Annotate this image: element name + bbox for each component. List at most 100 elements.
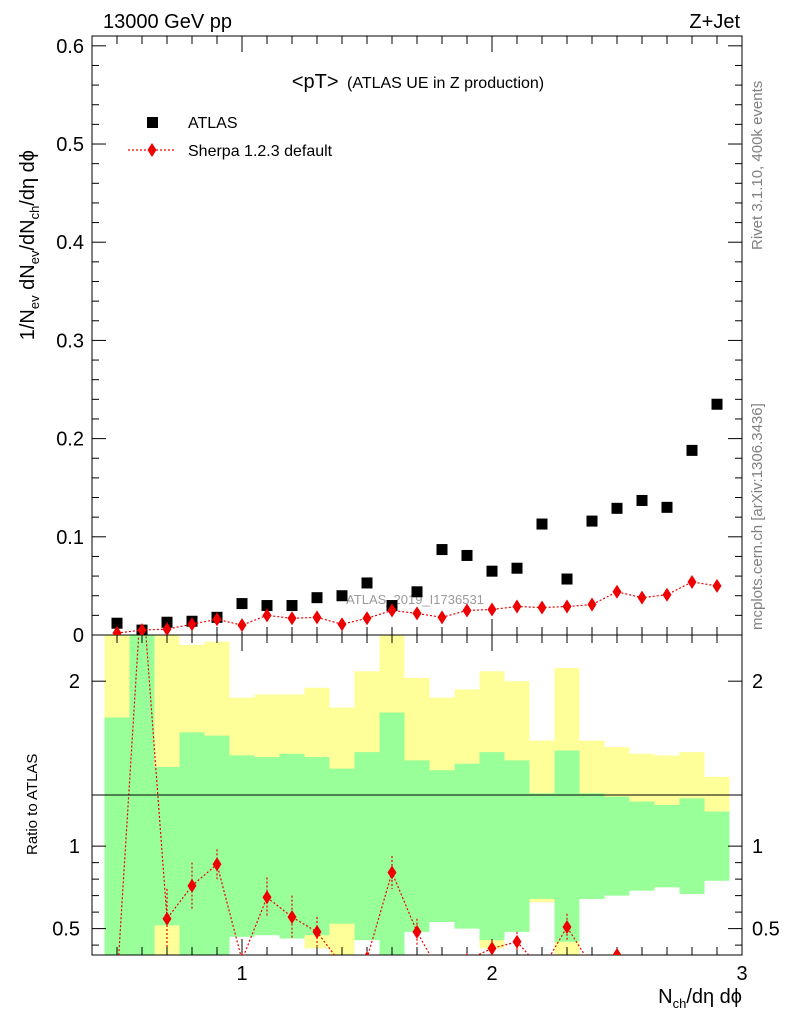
- atlas-data-point: [236, 598, 248, 610]
- sherpa-data-point: [162, 622, 172, 635]
- ratio-y-tick-label: 1: [69, 836, 80, 858]
- sherpa-data-point: [412, 606, 422, 621]
- ratio-sherpa-point: [162, 911, 172, 926]
- ratio-green-band-bin: [354, 752, 380, 941]
- sherpa-data-point: [637, 590, 647, 605]
- ratio-green-band-bin: [579, 793, 605, 899]
- legend-sherpa-label: Sherpa 1.2.3 default: [188, 143, 333, 160]
- ratio-sherpa-point: [412, 924, 422, 939]
- ratio-green-band-bin: [629, 801, 655, 891]
- sherpa-data-point: [237, 618, 247, 633]
- sherpa-data-point: [487, 602, 497, 617]
- atlas-data-point: [611, 502, 623, 514]
- x-axis-label: Nch/dη dϕ: [658, 986, 742, 1011]
- atlas-data-point: [486, 565, 498, 577]
- ratio-green-band-bin: [104, 717, 130, 955]
- sherpa-data-point: [562, 599, 572, 614]
- sherpa-data-point: [537, 600, 547, 615]
- atlas-data-point: [661, 501, 673, 513]
- atlas-data-point: [636, 494, 648, 506]
- ratio-sherpa-point: [465, 952, 469, 955]
- sherpa-data-point: [662, 587, 672, 602]
- ratio-sherpa-point: [287, 910, 297, 925]
- ratio-green-band-bin: [179, 732, 205, 955]
- ratio-green-band-bin: [404, 760, 430, 932]
- sherpa-data-point: [137, 623, 147, 635]
- legend-sherpa-marker: [147, 143, 157, 157]
- x-tick-label: 1: [236, 963, 247, 985]
- analysis-watermark: ATLAS_2019_I1736531: [346, 592, 484, 607]
- ratio-sherpa-point: [438, 969, 447, 983]
- ratio-sherpa-point: [512, 934, 522, 949]
- atlas-data-point: [336, 590, 348, 602]
- ratio-green-band-bin: [679, 798, 705, 894]
- atlas-data-point: [111, 617, 123, 629]
- ratio-sherpa-point: [312, 924, 322, 939]
- ratio-axis-ticks: 0.5 0.5 1 1 2 2 1 2 3: [52, 635, 780, 985]
- ratio-sherpa-point: [338, 958, 347, 972]
- ratio-green-band-bin: [254, 757, 280, 936]
- ratio-y-tick-label: 0.5: [52, 919, 80, 941]
- main-y-tick-label: 0.1: [56, 527, 84, 549]
- ratio-sherpa-point: [364, 951, 370, 955]
- mcplots-reference-label: mcplots.cern.ch [arXiv:1306.3436]: [749, 403, 766, 630]
- main-axis-ticks: 0 0.1 0.2 0.3 0.4 0.5 0.6: [56, 36, 742, 647]
- sherpa-data-point: [712, 578, 722, 593]
- atlas-data-point: [436, 544, 448, 556]
- ratio-sherpa-point: [138, 575, 147, 589]
- main-title-description: (ATLAS UE in Z production): [347, 75, 544, 92]
- ratio-green-band-bin: [604, 796, 630, 896]
- ratio-sherpa-point: [262, 890, 272, 905]
- ratio-y-tick-label-right: 2: [752, 671, 763, 693]
- ratio-sherpa-point: [538, 963, 547, 977]
- main-y-tick-label: 0.3: [56, 330, 84, 352]
- atlas-data-point: [511, 562, 523, 574]
- main-y-axis-label: 1/Nev dNev/dNch/dη dϕ: [17, 150, 42, 340]
- x-tick-label: 3: [736, 963, 747, 985]
- sherpa-data-point: [362, 611, 372, 626]
- sherpa-data-point: [262, 608, 272, 623]
- legend: ATLAS Sherpa 1.2.3 default: [128, 115, 333, 160]
- sherpa-data-point: [187, 617, 197, 632]
- atlas-data-point: [361, 577, 373, 589]
- sherpa-data-point: [612, 584, 622, 599]
- atlas-data-point: [586, 515, 598, 527]
- ratio-green-band-bin: [704, 811, 730, 881]
- sherpa-data-point: [687, 574, 697, 589]
- sherpa-data-point: [312, 610, 322, 625]
- ratio-green-band-bin: [654, 804, 680, 888]
- header-process-label: Z+Jet: [689, 11, 740, 33]
- atlas-data-point: [261, 600, 273, 612]
- ratio-sherpa-point: [187, 878, 197, 893]
- sherpa-data-point: [462, 603, 472, 618]
- ratio-sherpa-point: [562, 919, 572, 934]
- sherpa-data-point: [587, 597, 597, 612]
- sherpa-data-point: [437, 610, 447, 625]
- ratio-green-band-bin: [554, 750, 580, 942]
- rivet-version-label: Rivet 3.1.10, 400k events: [749, 81, 766, 250]
- legend-atlas-label: ATLAS: [188, 115, 238, 132]
- ratio-green-band-bin: [204, 735, 230, 955]
- atlas-data-point: [311, 592, 323, 604]
- ratio-green-band-bin: [229, 755, 255, 937]
- ratio-green-band-bin: [304, 757, 330, 936]
- ratio-y-tick-label-right: 0.5: [752, 919, 780, 941]
- ratio-green-band-bin: [329, 768, 355, 924]
- ratio-sherpa-point: [487, 941, 497, 955]
- ratio-green-band-bin: [379, 712, 405, 955]
- ratio-y-tick-label-right: 1: [752, 836, 763, 858]
- sherpa-data-point: [212, 612, 222, 627]
- sherpa-data-point: [337, 617, 347, 632]
- ratio-green-band-bin: [479, 752, 505, 941]
- ratio-sherpa-point: [588, 960, 597, 974]
- main-plot-title: <pT> (ATLAS UE in Z production): [292, 71, 544, 93]
- ratio-sherpa-point: [113, 976, 122, 990]
- ratio-green-band-bin: [504, 760, 530, 932]
- atlas-data-point: [686, 444, 698, 456]
- sherpa-data-point: [512, 599, 522, 614]
- ratio-sherpa-point: [212, 857, 222, 872]
- ratio-sherpa-point: [240, 952, 244, 955]
- ratio-green-band-bin: [529, 793, 555, 899]
- atlas-data-point: [286, 600, 298, 612]
